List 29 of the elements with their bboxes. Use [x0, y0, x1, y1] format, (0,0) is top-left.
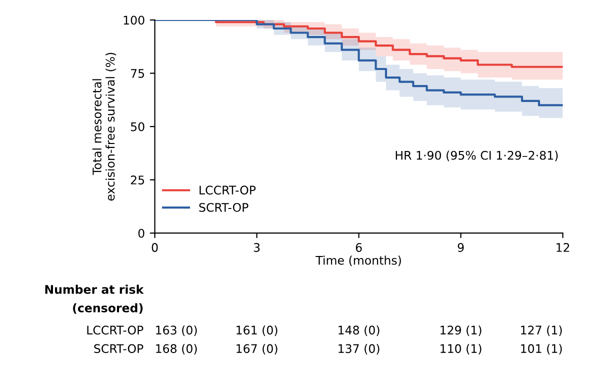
x-tick-label: 0: [152, 243, 158, 252]
text: 110 (1): [440, 344, 482, 354]
text: 127 (1): [521, 325, 562, 336]
legend-label: SCRT-OP: [199, 202, 248, 212]
y-axis-title: Total mesorectal excision-free survival (%): [92, 52, 116, 201]
annotation: HR 1·90 (95% CI 1·29–2·81): [396, 150, 558, 162]
x-axis-title: Time (months): [316, 256, 401, 266]
text: 148 (0): [338, 325, 380, 336]
text: 167 (0): [236, 344, 278, 354]
x-tick-label: 9: [458, 243, 464, 252]
legend-label: LCCRT-OP: [200, 186, 256, 195]
text: Number at risk: [45, 284, 144, 294]
y-tick-label: 100: [124, 16, 144, 25]
text: 137 (0): [338, 344, 380, 354]
text: 168 (0): [156, 344, 197, 354]
text: SCRT-OP: [94, 344, 144, 354]
x-tick-label: 3: [254, 243, 260, 252]
text: 101 (1): [521, 344, 562, 354]
x-tick-label: 12: [556, 243, 570, 252]
x-tick-label: 6: [356, 243, 362, 252]
y-tick-label: 25: [130, 176, 144, 184]
y-tick-label: 0: [138, 228, 144, 238]
text: 163 (0): [156, 325, 197, 336]
text: (censored): [73, 303, 143, 314]
text: 161 (0): [236, 325, 278, 336]
text: 129 (1): [440, 325, 482, 336]
y-tick-label: 75: [131, 69, 144, 78]
text: LCCRT-OP: [87, 326, 144, 335]
y-tick-label: 50: [130, 122, 144, 132]
